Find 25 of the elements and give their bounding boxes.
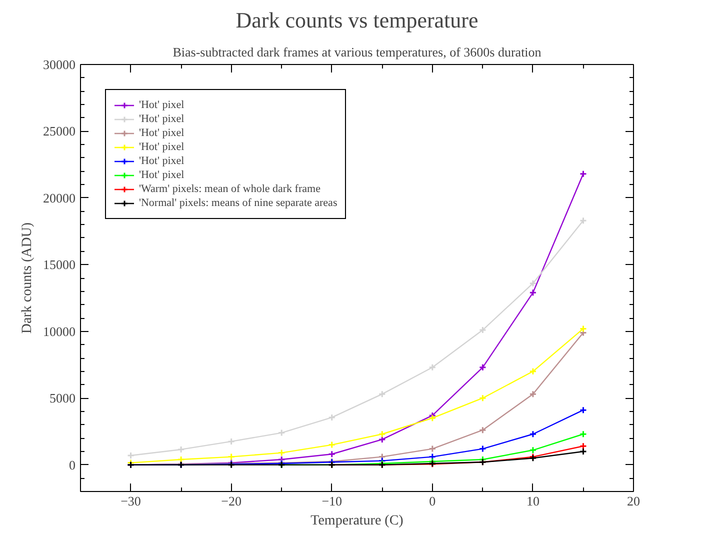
chart-title: Dark counts vs temperature [236,8,478,32]
y-tick-label: 5000 [50,390,76,406]
legend-label: 'Hot' pixel [139,112,184,126]
legend-label: 'Normal' pixels: means of nine separate areas [139,196,338,210]
chart-subtitle: Bias-subtracted dark frames at various temperatures, of 3600s duration [172,44,542,60]
legend-label: 'Warm' pixels: mean of whole dark frame [139,182,320,196]
y-tick-label: 15000 [43,257,76,272]
legend-label: 'Hot' pixel [139,140,184,154]
x-tick-label: 20 [627,494,640,508]
legend-label: 'Hot' pixel [139,154,184,168]
x-axis-title: Temperature (C) [310,514,404,528]
y-axis-title: Dark counts (ADU) [20,222,35,334]
y-tick-label: 10000 [43,324,76,339]
y-tick-label: 20000 [43,190,76,206]
y-tick-label: 25000 [43,124,76,139]
x-tick-label: 10 [526,494,540,508]
legend-label: 'Hot' pixel [139,168,184,182]
x-tick-label: 0 [429,494,436,508]
y-tick-label: 30000 [43,57,76,72]
x-tick-label: −10 [322,494,342,508]
legend-label: 'Hot' pixel [139,98,184,112]
x-tick-label: −20 [221,494,242,508]
x-tick-label: −30 [120,494,141,508]
y-tick-label: 0 [69,457,76,472]
legend-label: 'Hot' pixel [139,126,184,140]
